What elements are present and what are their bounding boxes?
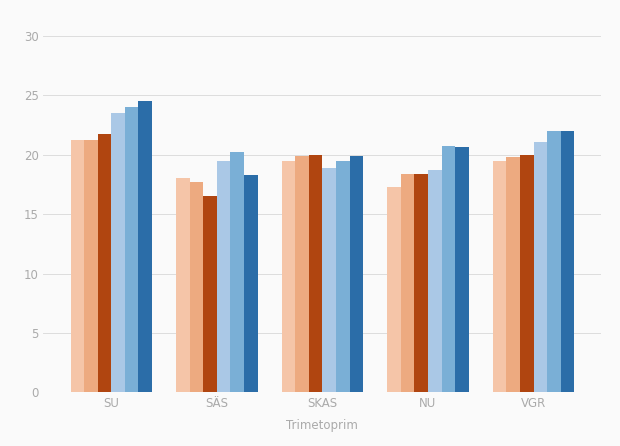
Bar [231,152,244,392]
Bar [388,187,401,392]
Bar [322,168,336,392]
Bar [138,101,152,392]
Bar [84,140,98,392]
Bar [350,156,363,392]
Bar [428,170,441,392]
Bar [190,182,203,392]
Bar [125,107,138,392]
Bar [295,156,309,392]
Bar [309,155,322,392]
Bar [455,148,469,392]
Bar [203,196,217,392]
Bar [281,161,295,392]
Bar [520,155,534,392]
Bar [560,131,574,392]
Bar [401,173,414,392]
Bar [547,131,560,392]
Bar [176,178,190,392]
Bar [217,161,231,392]
Bar [244,175,257,392]
Bar [534,141,547,392]
Bar [111,113,125,392]
Bar [98,134,111,392]
Bar [507,157,520,392]
Bar [414,173,428,392]
Bar [336,161,350,392]
X-axis label: Trimetoprim: Trimetoprim [286,419,358,432]
Bar [71,140,84,392]
Bar [441,146,455,392]
Bar [493,161,507,392]
